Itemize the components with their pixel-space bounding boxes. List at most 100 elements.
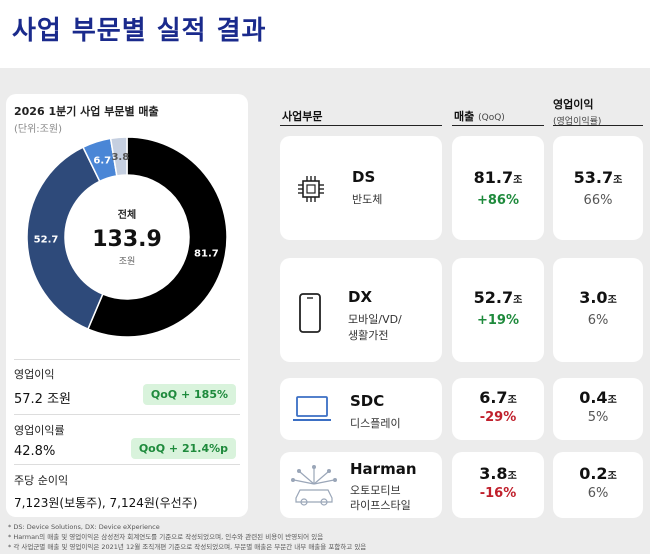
donut-slice-label: 52.7 xyxy=(34,235,59,246)
sales-card-dx: 52.7조 +19% xyxy=(452,258,544,362)
divider xyxy=(14,359,240,360)
operating-margin-block: 영업이익률 42.8% QoQ + 21.4%p xyxy=(14,422,240,459)
connected-car-icon xyxy=(291,465,337,506)
segment-name: SDC xyxy=(350,392,385,410)
op-card-dx: 3.0조 6% xyxy=(553,258,643,362)
header-underline xyxy=(553,125,643,126)
segment-card-harman: Harman 오토모티브 라이프스타일 xyxy=(280,452,442,518)
eps-block: 주당 순이익 7,123원(보통주), 7,124원(우선주) xyxy=(14,472,240,511)
footnote: * 각 사업군별 매출 및 영업이익은 2021년 12월 조직개편 기준으로 … xyxy=(8,543,367,551)
segment-desc: 오토모티브 xyxy=(350,484,401,497)
segment-desc: 모바일/VD/ xyxy=(348,313,402,326)
op-unit: 조 xyxy=(607,395,617,406)
op-value: 0.4 xyxy=(579,388,608,407)
eps-value: 7,123원(보통주), 7,124원(우선주) xyxy=(14,496,198,510)
donut-center-unit: 조원 xyxy=(119,256,136,267)
smartphone-icon xyxy=(299,293,321,333)
header-sales-sub: (QoQ) xyxy=(478,113,505,123)
segment-desc: 디스플레이 xyxy=(350,417,401,430)
op-value: 3.0 xyxy=(579,288,608,307)
eps-label: 주당 순이익 xyxy=(14,474,69,487)
footnote: * DS: Device Solutions, DX: Device eXper… xyxy=(8,523,160,531)
header-segment: 사업부문 xyxy=(282,110,323,123)
header-op: 영업이익 (영업이익률) xyxy=(553,96,601,127)
operating-margin-label: 영업이익률 xyxy=(14,424,65,437)
header-underline xyxy=(452,125,544,126)
op-value: 0.2 xyxy=(579,464,608,483)
sales-summary-card: 2026 1분기 사업 부문별 매출 (단위:조원) 81.7 52.7 6.7 3.… xyxy=(6,94,248,517)
segment-desc-line2: 라이프스타일 xyxy=(350,499,411,512)
header-sales: 매출 (QoQ) xyxy=(454,108,505,124)
sales-chart-title: 2026 1분기 사업 부문별 매출 xyxy=(14,105,159,118)
sales-card-ds: 81.7조 +86% xyxy=(452,136,544,240)
op-block: 0.4조 5% xyxy=(553,388,643,425)
operating-profit-block: 영업이익 57.2 조원 QoQ + 185% xyxy=(14,366,240,407)
segment-name: Harman xyxy=(350,460,417,478)
sales-change: +86% xyxy=(476,193,519,208)
operating-profit-qoq-badge: QoQ + 185% xyxy=(142,384,236,405)
sales-value: 52.7 xyxy=(473,288,514,307)
donut-slice-dx xyxy=(26,146,104,331)
donut-slice-ds xyxy=(86,136,228,338)
segment-name: DS xyxy=(352,168,376,186)
sales-block: 81.7조 +86% xyxy=(453,168,543,208)
sales-block: 52.7조 +19% xyxy=(453,288,543,328)
op-block: 53.7조 66% xyxy=(553,168,643,208)
sales-unit: 조 xyxy=(507,395,517,406)
op-block: 3.0조 6% xyxy=(553,288,643,328)
donut-center-value: 133.9 xyxy=(92,227,162,252)
op-value: 53.7 xyxy=(573,168,614,187)
op-card-harman: 0.2조 6% xyxy=(553,452,643,518)
donut-center-label: 전체 xyxy=(118,208,136,221)
sales-block: 3.8조 -16% xyxy=(453,464,543,501)
op-block: 0.2조 6% xyxy=(553,464,643,501)
sales-change: +19% xyxy=(476,313,519,328)
segment-desc: 반도체 xyxy=(352,193,383,206)
laptop-icon xyxy=(293,396,331,421)
sales-card-harman: 3.8조 -16% xyxy=(452,452,544,518)
sales-chart-unit: (단위:조원) xyxy=(14,124,62,135)
op-card-sdc: 0.4조 5% xyxy=(553,378,643,440)
sales-unit: 조 xyxy=(507,471,517,482)
divider xyxy=(14,464,240,465)
donut-slice-label: 3.8 xyxy=(111,152,129,163)
operating-margin-value: 42.8% xyxy=(14,444,56,459)
sales-block: 6.7조 -29% xyxy=(453,388,543,425)
header-op-label: 영업이익 xyxy=(553,98,594,111)
chip-icon xyxy=(298,176,324,202)
operating-profit-label: 영업이익 xyxy=(14,368,55,381)
op-margin: 66% xyxy=(583,193,613,208)
footnote: * Harman의 매출 및 영업이익은 삼성전자 회계연도를 기준으로 작성되… xyxy=(8,533,324,541)
sales-value: 81.7 xyxy=(473,168,514,187)
divider xyxy=(14,414,240,415)
op-margin: 6% xyxy=(587,313,609,328)
op-margin: 5% xyxy=(587,410,609,425)
sales-donut-chart: 81.7 52.7 6.7 3.8 전체 133.9 조원 xyxy=(26,136,228,338)
sales-unit: 조 xyxy=(513,175,523,186)
op-margin: 6% xyxy=(587,486,609,501)
segment-card-sdc: SDC 디스플레이 xyxy=(280,378,442,440)
sales-card-sdc: 6.7조 -29% xyxy=(452,378,544,440)
footnotes: * DS: Device Solutions, DX: Device eXper… xyxy=(8,522,648,552)
segment-desc-line2: 생활가전 xyxy=(348,329,389,342)
operating-profit-value: 57.2 조원 xyxy=(14,392,71,407)
segment-name: DX xyxy=(348,288,373,306)
sales-value: 6.7 xyxy=(479,388,508,407)
header-sales-label: 매출 xyxy=(454,110,475,123)
donut-slice-label: 81.7 xyxy=(194,249,219,260)
sales-change: -29% xyxy=(479,410,517,425)
header-underline xyxy=(280,125,442,126)
donut-slice-label: 6.7 xyxy=(93,155,111,166)
sales-value: 3.8 xyxy=(479,464,508,483)
segment-card-ds: DS 반도체 xyxy=(280,136,442,240)
segment-card-dx: DX 모바일/VD/ 생활가전 xyxy=(280,258,442,362)
op-card-ds: 53.7조 66% xyxy=(553,136,643,240)
op-unit: 조 xyxy=(607,471,617,482)
page-title: 사업 부문별 실적 결과 xyxy=(12,16,267,46)
donut-slice-harman xyxy=(109,136,128,177)
sales-change: -16% xyxy=(479,486,517,501)
op-unit: 조 xyxy=(613,175,623,186)
header-op-sub: (영업이익률) xyxy=(553,117,602,127)
op-unit: 조 xyxy=(607,295,617,306)
